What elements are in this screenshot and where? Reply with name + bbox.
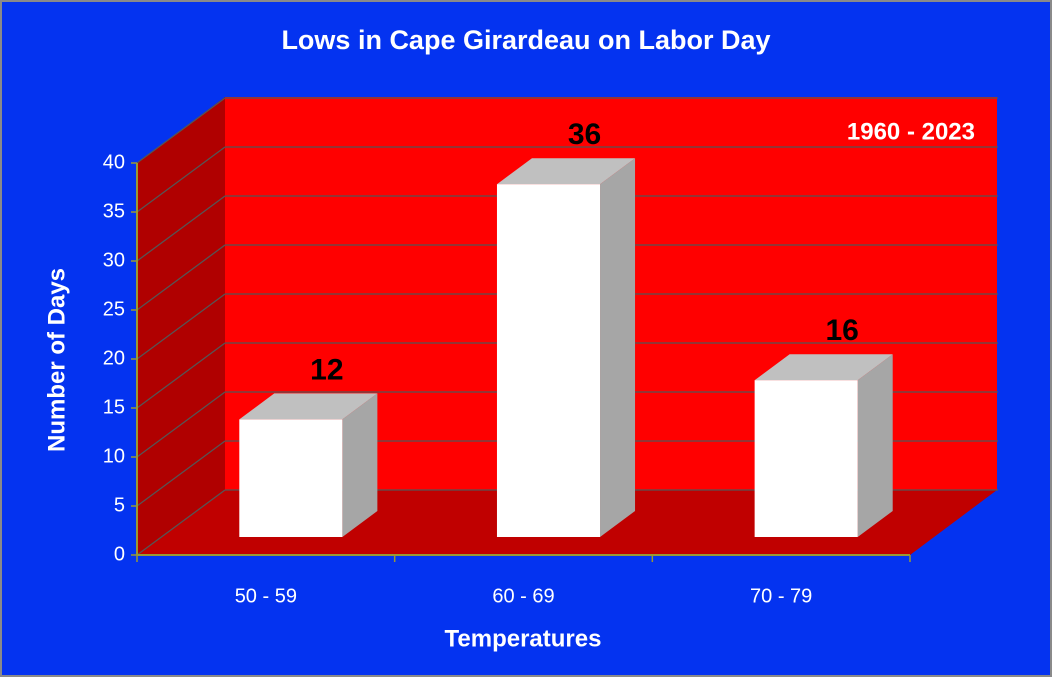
x-tick-label: 60 - 69 bbox=[492, 585, 554, 607]
grid-line bbox=[136, 440, 226, 507]
bar bbox=[496, 184, 601, 537]
y-tick-label: 30 bbox=[103, 249, 125, 271]
bar bbox=[754, 380, 858, 537]
annotation: 1960 - 2023 bbox=[847, 118, 975, 145]
grid-line bbox=[136, 244, 226, 311]
bar-side bbox=[857, 354, 893, 537]
y-tick-label: 15 bbox=[103, 396, 125, 418]
bar-top bbox=[239, 393, 378, 420]
data-label: 36 bbox=[568, 118, 601, 151]
y-tick-label: 0 bbox=[114, 543, 125, 565]
bar-top bbox=[754, 354, 893, 381]
y-tick-label: 5 bbox=[114, 494, 125, 516]
bar-top bbox=[496, 158, 636, 185]
x-axis-title: Temperatures bbox=[445, 625, 602, 652]
grid-line bbox=[136, 489, 226, 556]
grid-line bbox=[136, 146, 226, 213]
bar-side bbox=[600, 158, 636, 537]
grid-line bbox=[136, 342, 226, 409]
grid-line bbox=[136, 97, 226, 164]
grid-line bbox=[136, 391, 226, 458]
y-tick-label: 35 bbox=[103, 200, 125, 222]
y-axis-title: Number of Days bbox=[43, 268, 70, 452]
y-tick-label: 25 bbox=[103, 298, 125, 320]
bar-side bbox=[342, 393, 378, 537]
x-tick-label: 70 - 79 bbox=[750, 585, 812, 607]
grid-line bbox=[136, 195, 226, 262]
chart-title: Lows in Cape Girardeau on Labor Day bbox=[281, 25, 770, 55]
y-tick-label: 40 bbox=[103, 151, 125, 173]
grid-line bbox=[136, 293, 226, 360]
data-label: 16 bbox=[825, 314, 858, 347]
y-tick-label: 10 bbox=[103, 445, 125, 467]
x-tick-label: 50 - 59 bbox=[235, 585, 297, 607]
data-label: 12 bbox=[310, 353, 343, 386]
y-tick-label: 20 bbox=[103, 347, 125, 369]
bar bbox=[239, 419, 343, 537]
